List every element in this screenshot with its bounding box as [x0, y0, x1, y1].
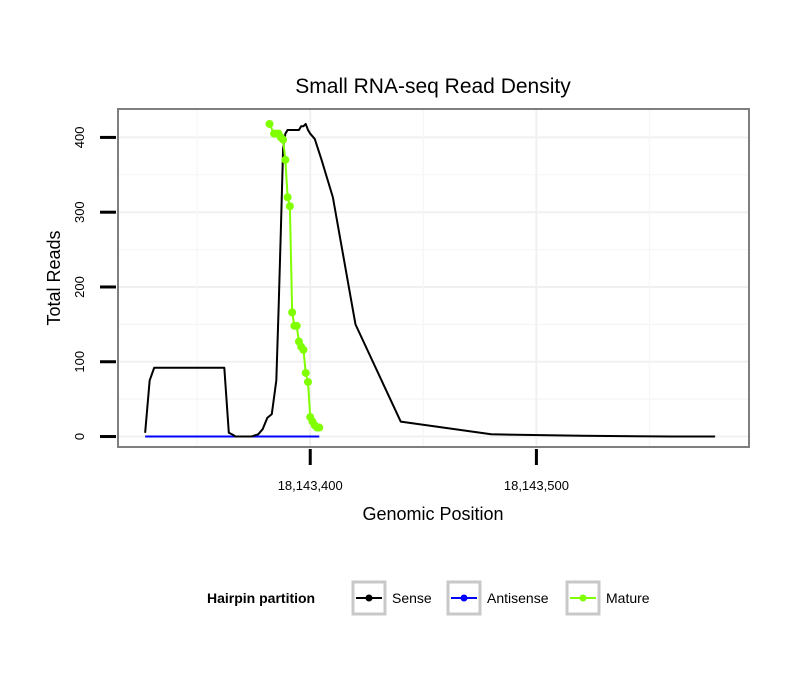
- mature-data-point: [281, 155, 290, 164]
- legend-key-point: [365, 594, 373, 602]
- mature-data-point: [315, 423, 324, 432]
- legend-item-mature: Mature: [565, 580, 650, 616]
- y-axis-label: Total Reads: [44, 230, 64, 325]
- mature-data-point: [265, 119, 274, 128]
- mature-data-point: [301, 368, 310, 377]
- mature-data-point: [292, 321, 301, 330]
- mature-data-point: [299, 345, 308, 354]
- legend-label-sense: Sense: [392, 590, 432, 606]
- legend-item-antisense: Antisense: [446, 580, 549, 616]
- y-tick-label: 300: [72, 201, 87, 223]
- legend: Hairpin partition Sense Antisense Mature: [207, 580, 650, 616]
- mature-data-point: [285, 202, 294, 211]
- mature-data-point: [279, 135, 288, 144]
- legend-key-point: [460, 594, 468, 602]
- mature-data-point: [283, 193, 292, 202]
- x-tick-label: 18,143,400: [278, 478, 343, 493]
- series-layer: [144, 119, 716, 438]
- x-axis: 18,143,400 18,143,500: [278, 449, 569, 493]
- plot-panel-background: [118, 109, 749, 447]
- legend-key-point: [579, 594, 587, 602]
- y-axis: 0 100 200 300 400: [72, 127, 116, 440]
- plot-panel-border: [117, 108, 750, 448]
- series-line-sense: [144, 122, 716, 438]
- x-tick-label: 18,143,500: [504, 478, 569, 493]
- legend-label-antisense: Antisense: [487, 590, 549, 606]
- chart-title: Small RNA-seq Read Density: [295, 75, 571, 98]
- legend-item-sense: Sense: [351, 580, 432, 616]
- y-tick-label: 100: [72, 351, 87, 373]
- y-tick-label: 400: [72, 127, 87, 149]
- grid-lines: [118, 109, 749, 447]
- y-tick-label: 200: [72, 276, 87, 298]
- mature-data-point: [303, 377, 312, 386]
- legend-label-mature: Mature: [606, 590, 650, 606]
- mature-data-point: [288, 308, 297, 317]
- y-tick-label: 0: [72, 433, 87, 440]
- x-axis-label: Genomic Position: [362, 504, 503, 524]
- legend-title: Hairpin partition: [207, 590, 315, 606]
